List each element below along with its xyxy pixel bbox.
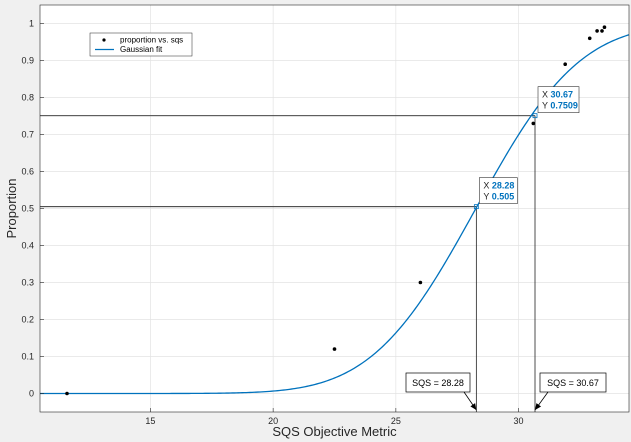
x-tick-label: 20	[268, 416, 278, 426]
annotation-arrow-head	[470, 403, 477, 410]
y-tick-label: 0.6	[21, 167, 34, 177]
legend-box	[89, 32, 193, 57]
annotation-box	[405, 372, 471, 393]
y-tick-label: 1	[29, 19, 34, 29]
data-point	[563, 62, 567, 66]
x-tick-label: 15	[145, 416, 155, 426]
data-points	[65, 25, 607, 396]
annotation-box	[539, 372, 607, 393]
x-tick-label: 25	[391, 416, 401, 426]
x-ticks: 15 20 25 30	[145, 408, 524, 426]
y-tick-label: 0.1	[21, 352, 34, 362]
datatip-y-value: 0.505	[492, 192, 515, 202]
x-tick-label: 30	[514, 416, 524, 426]
fit-line	[40, 34, 630, 395]
datatip-x-value: 28.28	[492, 181, 515, 191]
y-tick-label: 0.5	[21, 204, 34, 214]
reference-lines	[40, 115, 536, 412]
datatip-x-value: 30.67	[551, 90, 574, 100]
y-tick-label: 0.3	[21, 278, 34, 288]
data-point	[595, 29, 599, 33]
datatip-y-value: 0.7509	[550, 101, 578, 111]
datatip-y-label: Y	[542, 101, 550, 111]
datatip-marker	[473, 204, 479, 210]
y-tick-label: 0.9	[21, 56, 34, 66]
datatip-marker	[532, 113, 538, 119]
annotation-text: SQS = 28.28	[412, 378, 464, 388]
data-point	[600, 29, 604, 33]
x-axis-label: SQS Objective Metric	[272, 424, 397, 439]
y-tick-label: 0.8	[21, 93, 34, 103]
datatip-x: X 28.28	[483, 181, 514, 191]
annotations: SQS = 28.28 SQS = 30.67	[405, 372, 607, 411]
datatip-x-label: X	[542, 90, 551, 100]
annotation-text: SQS = 30.67	[547, 378, 599, 388]
data-point	[332, 347, 337, 351]
legend: proportion vs. sqs Gaussian fit	[89, 32, 193, 57]
grid-lines	[40, 5, 629, 412]
y-tick-label: 0.2	[21, 315, 34, 325]
datatip-box	[537, 86, 580, 113]
datatip-x: X 30.67	[542, 90, 573, 100]
y-ticks: 0 0.1 0.2 0.3 0.4 0.5 0.6 0.7 0.8 0.9 1	[21, 19, 44, 399]
annotation-arrow-head	[535, 403, 542, 410]
y-tick-label: 0.4	[21, 241, 34, 251]
y-tick-label: 0	[29, 389, 34, 399]
legend-marker-points	[102, 38, 106, 42]
datatip-x-label: X	[483, 181, 492, 191]
data-point	[418, 280, 423, 285]
y-axis-label: Proportion	[4, 179, 19, 239]
data-point	[587, 36, 592, 41]
datatip-y-label: Y	[483, 192, 491, 202]
datatip-y: Y 0.505	[483, 192, 514, 202]
y-tick-label: 0.7	[21, 130, 34, 140]
data-point	[65, 391, 69, 396]
datatip-box	[479, 177, 518, 204]
legend-label-fit: Gaussian fit	[120, 45, 163, 54]
data-point	[602, 25, 607, 30]
data-point	[531, 121, 536, 126]
datatip-y: Y 0.7509	[542, 101, 578, 111]
legend-label-points: proportion vs. sqs	[120, 36, 183, 45]
fit-series	[40, 34, 630, 395]
